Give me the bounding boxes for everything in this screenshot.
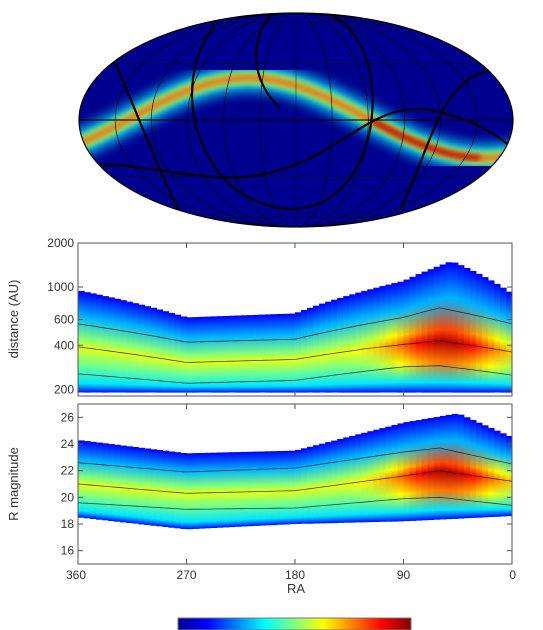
distance-heatmap xyxy=(78,262,512,393)
colorbar xyxy=(177,617,412,630)
ra-tick-label: 90 xyxy=(397,568,411,582)
magnitude-tick-label: 24 xyxy=(61,437,75,451)
colorbar-frame xyxy=(177,617,412,630)
magnitude-contours xyxy=(78,447,512,510)
great-circle-3 xyxy=(79,107,513,179)
great-circle-5 xyxy=(399,68,491,211)
ra-tick-label: 360 xyxy=(66,568,86,582)
distance-tick-label: 600 xyxy=(54,313,74,327)
magnitude-tick-label: 22 xyxy=(61,464,75,478)
distance-tick-label: 2000 xyxy=(47,236,74,250)
ra-tick-label: 180 xyxy=(285,568,305,582)
distance-tick-label: 1000 xyxy=(47,280,74,294)
ra-tick-label: 270 xyxy=(176,568,196,582)
ra-x-axis-label: RA xyxy=(287,581,305,596)
great-circle-2 xyxy=(190,13,374,211)
magnitude-tick-label: 26 xyxy=(61,410,75,424)
great-circle-4 xyxy=(254,15,281,109)
sky-map-great-circles xyxy=(79,13,513,227)
sky-map xyxy=(78,12,514,228)
ra-x-ticks: 360 270 180 90 0 xyxy=(66,243,516,582)
magnitude-tick-label: 18 xyxy=(61,517,75,531)
distance-tick-label: 400 xyxy=(54,338,74,352)
magnitude-panel: 16 18 20 22 24 26 360 270 180 90 0 R magnitude RA xyxy=(6,243,516,596)
magnitude-tick-label: 16 xyxy=(61,544,75,558)
colorbar-gradient xyxy=(178,618,411,630)
distance-panel: 200 400 600 1000 2000 distance (AU) xyxy=(6,236,513,397)
distance-tick-label: 200 xyxy=(54,382,74,396)
magnitude-heatmap xyxy=(78,413,512,530)
magnitude-y-ticks: 16 18 20 22 24 26 xyxy=(61,410,512,558)
distance-y-ticks: 200 400 600 1000 2000 xyxy=(47,236,512,396)
magnitude-tick-label: 20 xyxy=(61,490,75,504)
sky-map-outline xyxy=(78,12,514,228)
sky-map-grid xyxy=(79,13,513,227)
distance-y-axis-label: distance (AU) xyxy=(6,280,21,359)
magnitude-y-axis-label: R magnitude xyxy=(6,447,21,521)
distance-contours xyxy=(78,307,512,384)
ra-tick-label: 0 xyxy=(509,568,516,582)
